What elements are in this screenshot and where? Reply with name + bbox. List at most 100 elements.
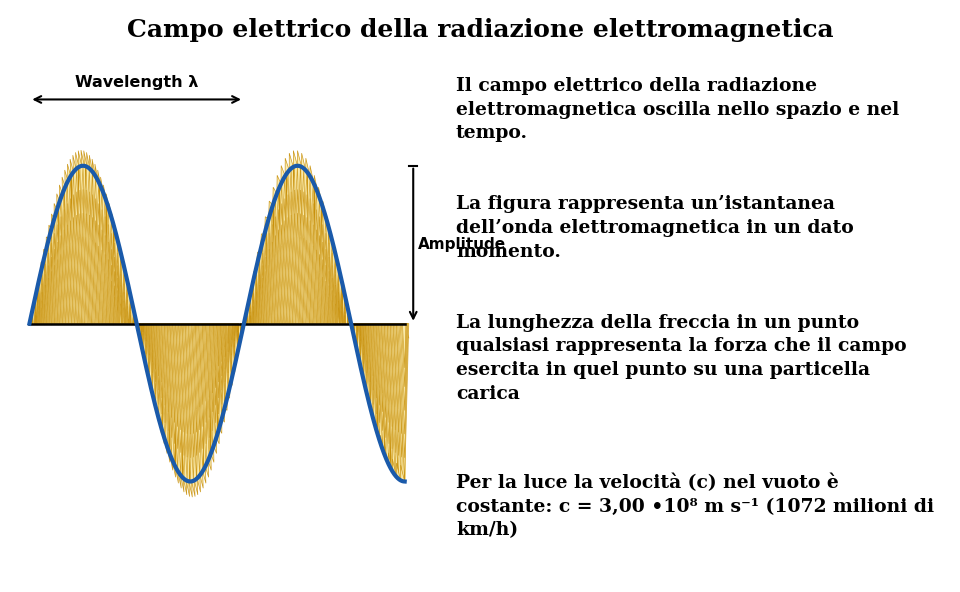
- Polygon shape: [367, 324, 372, 382]
- Polygon shape: [258, 295, 260, 324]
- Polygon shape: [120, 249, 123, 262]
- Polygon shape: [106, 277, 109, 324]
- Polygon shape: [344, 299, 346, 324]
- Polygon shape: [102, 207, 111, 324]
- Polygon shape: [298, 260, 302, 324]
- Polygon shape: [132, 309, 133, 324]
- Polygon shape: [389, 324, 394, 382]
- Polygon shape: [149, 324, 155, 394]
- Polygon shape: [179, 324, 181, 366]
- Polygon shape: [334, 295, 336, 324]
- Polygon shape: [59, 210, 67, 324]
- Polygon shape: [387, 324, 390, 363]
- Polygon shape: [337, 301, 339, 324]
- Polygon shape: [213, 324, 222, 430]
- Polygon shape: [374, 324, 377, 366]
- Polygon shape: [183, 324, 194, 458]
- Text: Amplitude: Amplitude: [419, 237, 507, 252]
- Polygon shape: [33, 298, 35, 311]
- Polygon shape: [389, 324, 398, 453]
- Polygon shape: [75, 280, 78, 324]
- Polygon shape: [341, 300, 343, 324]
- Polygon shape: [145, 361, 148, 374]
- Polygon shape: [126, 287, 128, 324]
- Polygon shape: [222, 408, 225, 422]
- Polygon shape: [258, 304, 260, 324]
- Polygon shape: [93, 282, 97, 324]
- Polygon shape: [255, 308, 257, 324]
- Polygon shape: [60, 230, 66, 324]
- Polygon shape: [54, 204, 57, 219]
- Polygon shape: [81, 214, 89, 324]
- Polygon shape: [161, 324, 167, 388]
- Polygon shape: [363, 324, 369, 394]
- Polygon shape: [43, 249, 46, 262]
- Polygon shape: [42, 264, 47, 324]
- Polygon shape: [76, 237, 83, 324]
- Polygon shape: [214, 324, 216, 356]
- Polygon shape: [236, 324, 238, 344]
- Polygon shape: [164, 324, 170, 393]
- Polygon shape: [394, 324, 400, 409]
- Polygon shape: [55, 259, 60, 324]
- Polygon shape: [248, 286, 252, 305]
- Polygon shape: [265, 249, 271, 324]
- Polygon shape: [207, 324, 215, 412]
- Polygon shape: [122, 284, 125, 324]
- Polygon shape: [297, 192, 307, 324]
- Polygon shape: [275, 182, 285, 324]
- Polygon shape: [181, 324, 185, 367]
- Polygon shape: [216, 428, 219, 444]
- Polygon shape: [373, 324, 382, 440]
- Polygon shape: [45, 253, 50, 324]
- Polygon shape: [264, 233, 272, 324]
- Polygon shape: [339, 268, 343, 286]
- Polygon shape: [252, 281, 254, 324]
- Polygon shape: [129, 295, 132, 324]
- Polygon shape: [329, 265, 334, 324]
- Polygon shape: [254, 284, 257, 324]
- Polygon shape: [149, 324, 150, 340]
- Polygon shape: [362, 324, 365, 355]
- Polygon shape: [32, 309, 33, 324]
- Polygon shape: [360, 324, 361, 341]
- Polygon shape: [200, 324, 204, 382]
- Polygon shape: [311, 284, 314, 324]
- Polygon shape: [139, 336, 142, 349]
- Polygon shape: [96, 210, 105, 324]
- Polygon shape: [101, 177, 104, 194]
- Polygon shape: [156, 408, 158, 422]
- Polygon shape: [296, 169, 308, 324]
- Polygon shape: [322, 233, 328, 324]
- Text: Wavelength λ: Wavelength λ: [75, 75, 199, 90]
- Polygon shape: [158, 324, 163, 382]
- Polygon shape: [176, 324, 179, 365]
- Polygon shape: [327, 285, 330, 324]
- Polygon shape: [330, 278, 333, 324]
- Polygon shape: [165, 324, 170, 374]
- Polygon shape: [199, 324, 205, 404]
- Polygon shape: [372, 324, 378, 398]
- Polygon shape: [303, 198, 313, 324]
- Polygon shape: [188, 324, 201, 479]
- Polygon shape: [333, 274, 337, 324]
- Polygon shape: [395, 324, 405, 457]
- Polygon shape: [105, 259, 110, 324]
- Polygon shape: [74, 262, 79, 324]
- Polygon shape: [218, 324, 224, 390]
- Polygon shape: [145, 324, 147, 341]
- Polygon shape: [391, 324, 397, 407]
- Polygon shape: [397, 324, 408, 458]
- Text: Il campo elettrico della radiazione
elettromagnetica oscilla nello spazio e nel
: Il campo elettrico della radiazione elet…: [456, 77, 900, 142]
- Polygon shape: [343, 286, 347, 305]
- Polygon shape: [293, 237, 300, 324]
- Polygon shape: [281, 195, 292, 324]
- Polygon shape: [211, 446, 214, 462]
- Polygon shape: [61, 270, 65, 324]
- Polygon shape: [56, 217, 63, 324]
- Polygon shape: [71, 281, 75, 324]
- Polygon shape: [269, 201, 273, 219]
- Polygon shape: [270, 217, 278, 324]
- Polygon shape: [396, 324, 399, 367]
- Polygon shape: [286, 281, 289, 324]
